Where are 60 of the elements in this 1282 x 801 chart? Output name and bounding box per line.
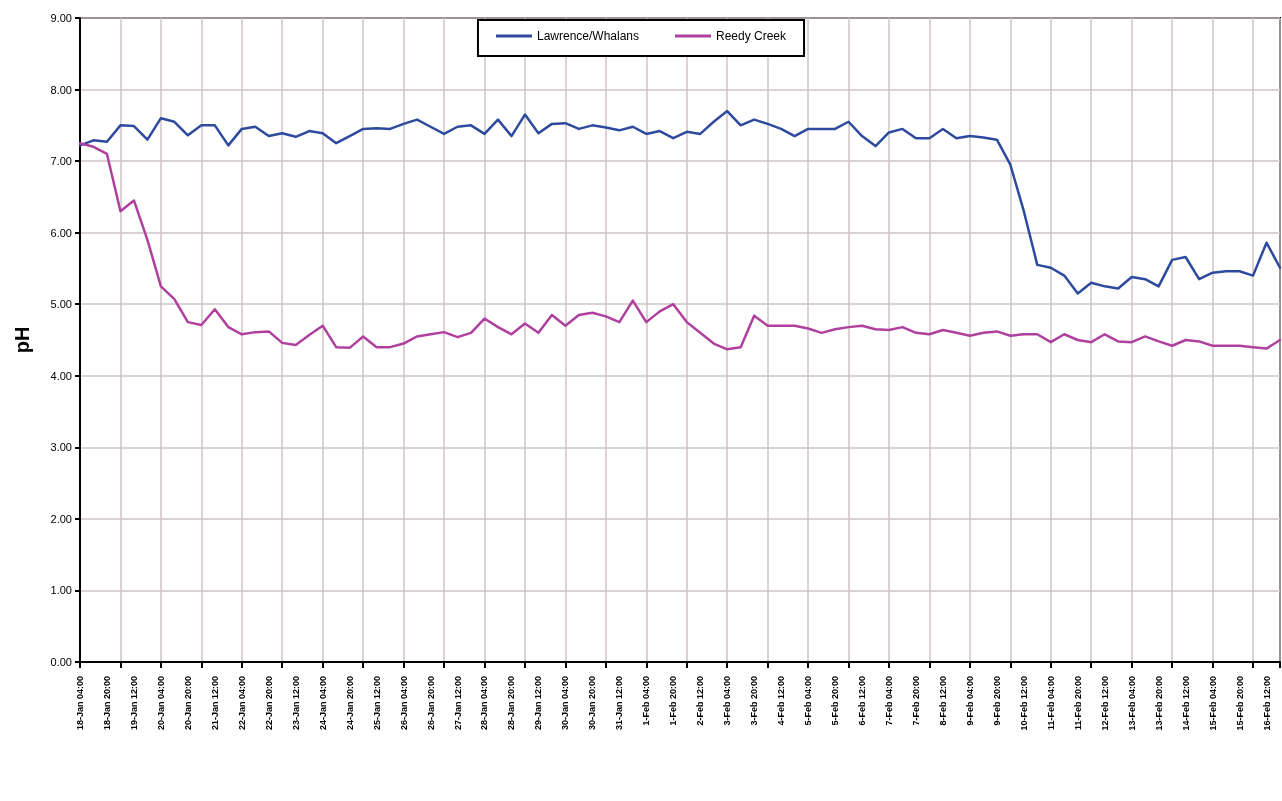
y-tick-label: 1.00 <box>50 584 72 597</box>
x-tick-label: 15-Feb 04:00 <box>1207 676 1218 731</box>
x-tick-label: 14-Feb 12:00 <box>1180 676 1191 731</box>
x-tick-label: 28-Jan 20:00 <box>506 676 517 731</box>
x-tick-label: 11-Feb 20:00 <box>1072 676 1083 731</box>
x-tick-label: 10-Feb 12:00 <box>1018 676 1029 731</box>
y-tick-label: 0.00 <box>50 656 72 668</box>
x-tick-label: 2-Feb 12:00 <box>695 676 706 726</box>
x-tick-label: 24-Jan 20:00 <box>344 676 355 731</box>
x-tick-label: 4-Feb 12:00 <box>776 676 787 726</box>
x-tick-label: 9-Feb 04:00 <box>964 676 975 726</box>
x-tick-label: 11-Feb 04:00 <box>1045 676 1056 731</box>
x-tick-label: 13-Feb 04:00 <box>1126 676 1137 731</box>
x-tick-label: 22-Jan 04:00 <box>236 676 247 731</box>
y-axis-title: pH <box>11 326 33 354</box>
y-tick-label: 6.00 <box>50 226 72 239</box>
y-tick-label: 7.00 <box>50 155 72 168</box>
y-tick-label: 5.00 <box>50 298 72 311</box>
x-tick-label: 8-Feb 12:00 <box>937 676 948 726</box>
x-tick-label: 6-Feb 12:00 <box>857 676 868 726</box>
x-tick-label: 20-Jan 04:00 <box>155 676 166 731</box>
x-tick-label: 3-Feb 20:00 <box>749 676 760 726</box>
y-tick-label: 9.00 <box>50 12 72 24</box>
x-tick-label: 16-Feb 12:00 <box>1261 676 1272 731</box>
x-tick-label: 20-Jan 20:00 <box>182 676 193 731</box>
x-tick-label: 30-Jan 20:00 <box>587 676 598 731</box>
x-tick-label: 27-Jan 12:00 <box>452 676 463 731</box>
y-tick-label: 4.00 <box>50 369 72 382</box>
legend-label: Lawrence/Whalans <box>536 29 640 43</box>
x-tick-label: 5-Feb 04:00 <box>803 676 814 726</box>
line-series <box>78 109 1282 295</box>
x-tick-label: 23-Jan 12:00 <box>290 676 301 731</box>
x-tick-label: 7-Feb 04:00 <box>883 676 894 726</box>
y-tick-label: 3.00 <box>50 441 72 454</box>
x-tick-label: 1-Feb 20:00 <box>668 676 679 726</box>
x-tick-label: 26-Jan 20:00 <box>425 676 436 731</box>
y-tick-label: 2.00 <box>50 512 72 525</box>
x-tick-label: 15-Feb 20:00 <box>1234 676 1245 731</box>
x-tick-label: 25-Jan 12:00 <box>371 676 382 731</box>
x-tick-label: 24-Jan 04:00 <box>317 676 328 731</box>
x-tick-label: 7-Feb 20:00 <box>910 676 921 726</box>
x-tick-label: 13-Feb 20:00 <box>1153 676 1164 731</box>
x-tick-label: 5-Feb 20:00 <box>830 676 841 726</box>
x-tick-label: 9-Feb 20:00 <box>991 676 1002 726</box>
line-series <box>78 141 1282 351</box>
x-tick-label: 22-Jan 20:00 <box>263 676 274 731</box>
x-tick-label: 28-Jan 04:00 <box>479 676 490 731</box>
x-tick-label: 18-Jan 04:00 <box>75 676 85 731</box>
x-tick-label: 12-Feb 12:00 <box>1099 676 1110 731</box>
x-tick-label: 26-Jan 04:00 <box>398 676 409 731</box>
x-tick-label: 31-Jan 12:00 <box>614 676 625 731</box>
x-tick-label: 29-Jan 12:00 <box>533 676 544 731</box>
x-tick-label: 3-Feb 04:00 <box>722 676 733 726</box>
y-tick-label: 8.00 <box>50 83 72 96</box>
x-tick-label: 18-Jan 20:00 <box>101 676 112 731</box>
legend-label: Reedy Creek <box>716 29 788 43</box>
x-tick-label: 1-Feb 04:00 <box>641 676 652 726</box>
x-tick-label: 19-Jan 12:00 <box>128 676 139 731</box>
x-tick-label: 30-Jan 04:00 <box>560 676 571 731</box>
x-tick-label: 21-Jan 12:00 <box>209 676 220 731</box>
